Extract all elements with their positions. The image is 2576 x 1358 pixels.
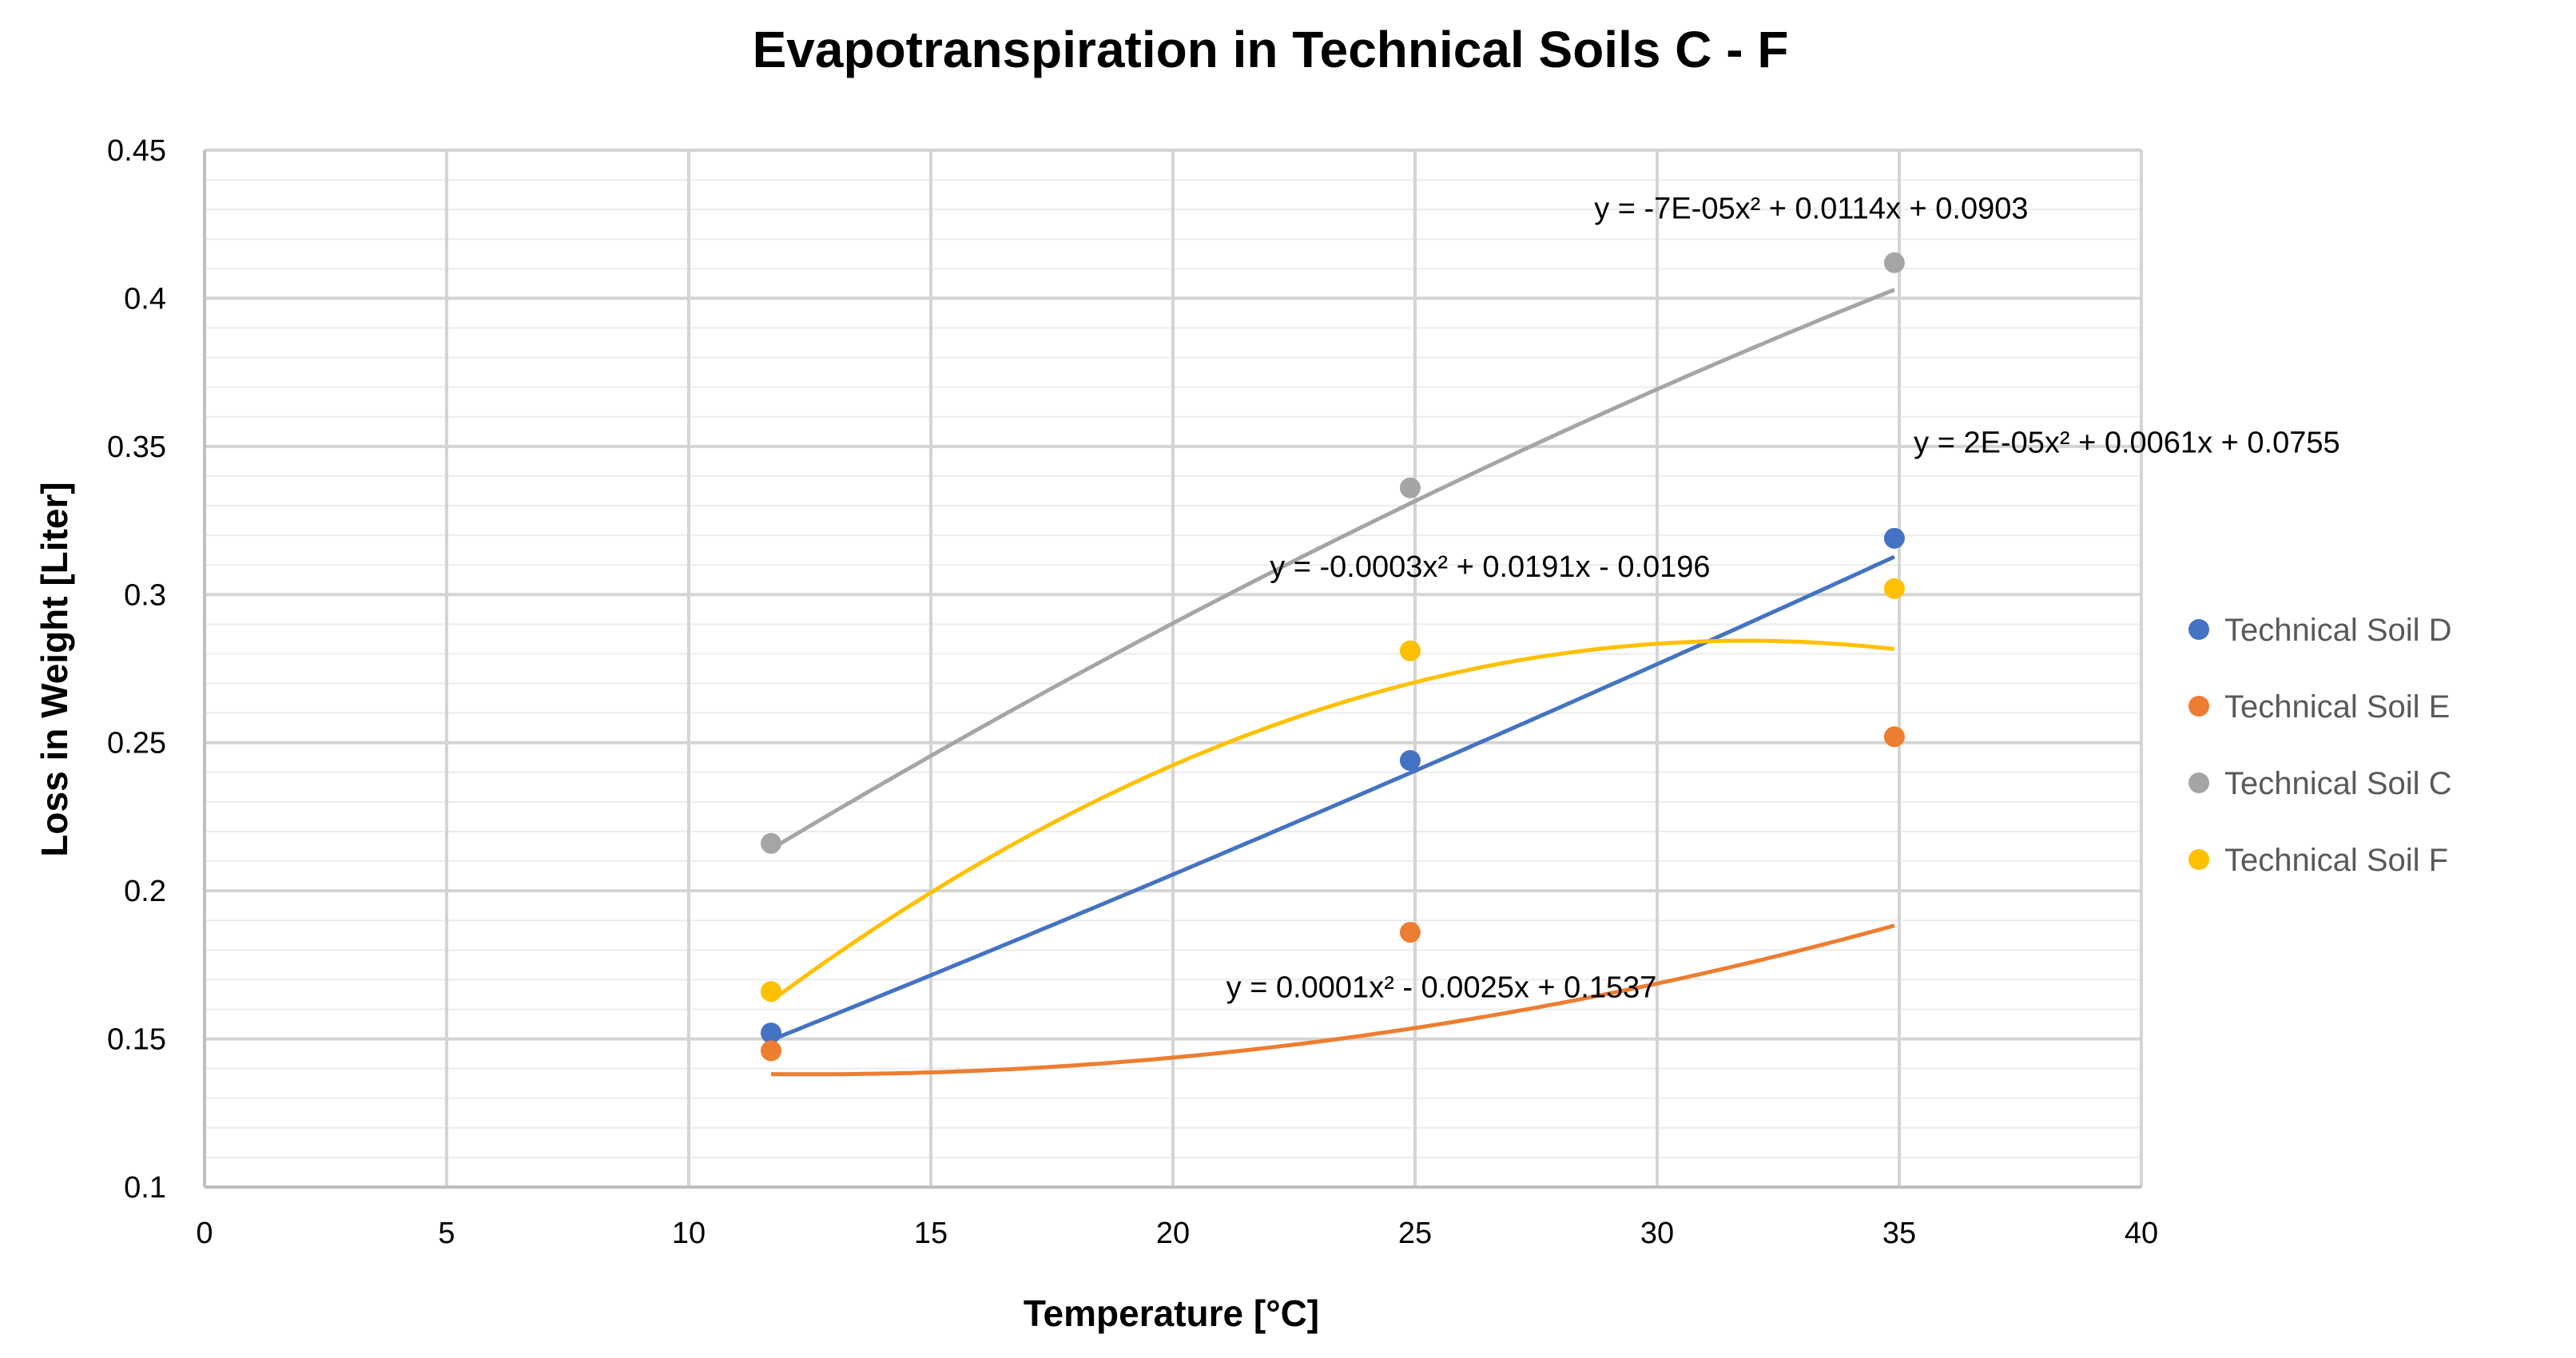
data-point [1883,252,1905,273]
y-axis-title: Loss in Weight [Liter] [34,482,75,856]
y-tick-label: 0.2 [124,875,166,908]
x-tick-label: 0 [196,1217,213,1250]
trendline-equation: y = 2E-05x² + 0.0061x + 0.0755 [1914,426,2339,459]
chart-title: Evapotranspiration in Technical Soils C … [753,21,1789,78]
data-point [1399,640,1421,661]
x-tick-label: 25 [1398,1217,1432,1250]
data-point [761,1022,782,1044]
trendline-equation: y = -0.0003x² + 0.0191x - 0.0196 [1270,550,1710,584]
x-tick-label: 5 [438,1217,455,1250]
trendline [769,288,1895,852]
trendlines [769,288,1895,1077]
x-tick-label: 20 [1156,1217,1190,1250]
x-axis-title: Temperature [°C] [1024,1292,1319,1334]
data-point [1883,578,1905,599]
data-point [1399,922,1421,943]
y-tick-label: 0.3 [124,578,166,612]
x-axis-ticks: 0 5 10 15 20 25 30 35 40 [196,1217,2158,1250]
data-point [761,832,782,854]
axes [203,150,2141,1189]
data-point [1399,477,1421,498]
x-tick-label: 40 [2125,1217,2158,1250]
data-point [1883,726,1905,748]
data-point [761,981,782,1003]
trendline-equation: y = 0.0001x² - 0.0025x + 0.1537 [1226,971,1657,1005]
legend-label: Technical Soil F [2224,843,2448,878]
x-tick-label: 30 [1640,1217,1674,1250]
y-axis-ticks: 0.1 0.15 0.2 0.25 0.3 0.35 0.4 0.45 [107,134,166,1205]
trendline-equations: y = 2E-05x² + 0.0061x + 0.0755 y = 0.0001… [1226,192,2340,1004]
y-tick-label: 0.35 [107,431,166,464]
data-point [1883,527,1905,549]
major-gridlines [205,149,2143,1187]
data-points [761,252,1905,1062]
trendline [770,923,1895,1077]
legend-marker [2188,696,2209,717]
legend: Technical Soil D Technical Soil E Technica… [2188,613,2452,878]
y-tick-label: 0.15 [107,1023,166,1057]
trendline [769,638,1895,1003]
legend-marker [2188,772,2209,793]
legend-label: Technical Soil D [2224,613,2452,648]
legend-marker [2188,619,2209,640]
legend-marker [2188,849,2209,870]
data-point [1399,749,1421,771]
trendline-equation: y = -7E-05x² + 0.0114x + 0.0903 [1594,192,2028,225]
y-tick-label: 0.45 [107,134,166,168]
y-tick-label: 0.4 [124,282,166,316]
legend-label: Technical Soil E [2224,689,2450,725]
y-tick-label: 0.1 [124,1171,166,1205]
x-tick-label: 10 [672,1217,706,1250]
x-tick-label: 15 [914,1217,948,1250]
y-tick-label: 0.25 [107,727,166,760]
data-point [761,1040,782,1062]
legend-label: Technical Soil C [2224,766,2452,801]
x-tick-label: 35 [1882,1217,1916,1250]
